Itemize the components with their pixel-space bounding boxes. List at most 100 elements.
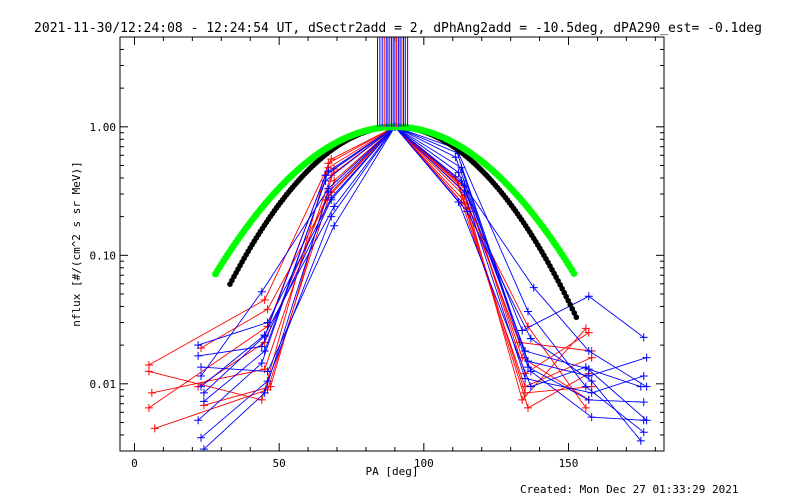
data-point-plus	[460, 181, 469, 190]
data-point-plus	[257, 287, 266, 296]
series-line	[197, 126, 642, 388]
x-tick-label: 50	[273, 457, 286, 470]
x-tick-label: 100	[414, 457, 434, 470]
data-point-plus	[263, 367, 272, 376]
series-line	[203, 126, 644, 421]
axes: 0 50 100 150 0.01 0.10 1.00	[90, 36, 664, 470]
data-point-plus	[330, 221, 339, 230]
data-point-plus	[197, 382, 206, 391]
data-point-plus	[199, 397, 208, 406]
data-point-plus	[327, 195, 336, 204]
data-point-plus	[324, 188, 333, 197]
series-line	[197, 126, 592, 388]
data-point-plus	[581, 324, 590, 333]
data-point-plus	[144, 367, 153, 376]
created-timestamp: Created: Mon Dec 27 01:33:29 2021	[520, 483, 739, 496]
data-point-plus	[639, 428, 648, 437]
series-line	[197, 126, 647, 421]
data-point-plus	[642, 382, 651, 391]
data-point-plus	[194, 341, 203, 350]
data-point-plus	[581, 363, 590, 372]
model-curve-dot	[573, 314, 580, 321]
plot-frame	[119, 36, 665, 452]
data-point-plus	[454, 197, 463, 206]
data-point-plus	[330, 202, 339, 211]
data-point-plus	[524, 307, 532, 316]
y-tick-label: 0.10	[90, 249, 117, 262]
data-point-plus	[150, 424, 159, 433]
model-curve-dot	[571, 310, 578, 316]
data-point-plus	[518, 395, 527, 404]
model-curve-dot	[569, 306, 576, 312]
data-point-plus	[526, 334, 535, 343]
data-point-plus	[639, 416, 648, 425]
data-point-plus	[263, 305, 272, 314]
data-point-plus	[584, 395, 593, 404]
data-point-plus	[197, 433, 206, 442]
plot-content	[144, 122, 651, 451]
y-tick-label: 0.01	[90, 378, 117, 391]
x-tick-label: 150	[559, 457, 579, 470]
data-point-plus	[194, 351, 203, 360]
data-point-plus	[260, 388, 269, 397]
data-point-plus	[257, 395, 266, 404]
data-point-plus	[524, 363, 532, 372]
data-point-plus	[584, 347, 593, 356]
data-point-plus	[524, 403, 532, 412]
data-point-plus	[463, 207, 472, 216]
data-point-plus	[587, 377, 596, 386]
data-point-plus	[257, 342, 266, 351]
data-point-plus	[529, 283, 538, 292]
model-curve-dot	[567, 301, 574, 308]
y-axis-label: nflux [#/(cm^2 s sr MeV)]	[70, 161, 83, 327]
data-point-plus	[260, 295, 269, 304]
data-point-plus	[587, 413, 596, 422]
data-point-plus	[194, 416, 203, 425]
data-point-plus	[144, 403, 153, 412]
data-point-plus	[324, 159, 333, 168]
y-tick-label: 1.00	[90, 121, 117, 134]
data-point-plus	[197, 363, 206, 372]
data-point-plus	[581, 382, 590, 391]
data-point-plus	[199, 388, 208, 397]
data-point-plus	[518, 326, 527, 335]
series-line	[200, 126, 644, 439]
series-line	[203, 126, 642, 450]
data-point-plus	[327, 212, 336, 221]
series-line	[198, 126, 644, 433]
series-line	[200, 126, 647, 388]
data-point-plus	[642, 353, 651, 362]
data-point-plus	[584, 328, 593, 337]
data-point-plus	[526, 382, 535, 391]
series-line	[200, 126, 644, 377]
data-point-plus	[526, 367, 535, 376]
model-curve-dot	[570, 270, 578, 277]
data-point-plus	[260, 332, 269, 341]
vertical-line-group	[377, 37, 409, 127]
data-point-plus	[197, 372, 206, 381]
chart-title: 2021-11-30/12:24:08 - 12:24:54 UT, dSect…	[34, 21, 762, 36]
data-point-plus	[639, 333, 648, 342]
series-line	[154, 126, 592, 429]
series-line	[148, 126, 592, 409]
x-tick-label: 0	[131, 457, 138, 470]
data-point-plus	[639, 398, 648, 407]
x-axis-label: PA [deg]	[366, 465, 419, 478]
data-point-plus	[147, 388, 156, 397]
data-point-plus	[460, 188, 469, 197]
data-point-plus	[584, 292, 593, 301]
data-point-plus	[257, 359, 266, 368]
series-line	[203, 126, 644, 402]
data-point-plus	[639, 372, 648, 381]
series-line	[200, 126, 647, 388]
data-point-plus	[266, 382, 275, 391]
data-point-plus	[581, 403, 590, 412]
series-line	[151, 126, 590, 401]
plot-area	[144, 37, 651, 451]
data-point-plus	[521, 388, 530, 397]
data-point-plus	[199, 445, 208, 451]
data-point-plus	[636, 436, 645, 445]
data-point-plus	[321, 171, 330, 180]
